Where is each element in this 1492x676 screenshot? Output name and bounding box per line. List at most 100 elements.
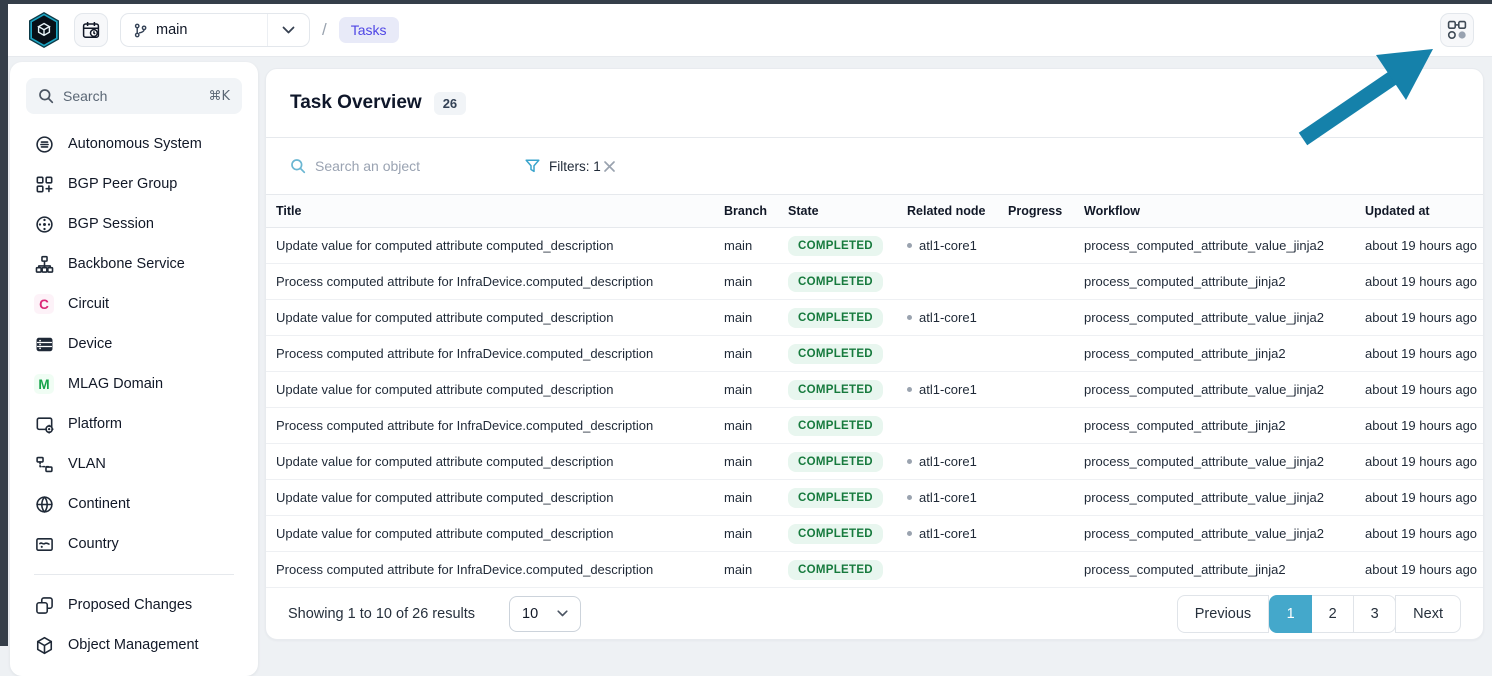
- breadcrumb-tasks[interactable]: Tasks: [338, 17, 399, 43]
- task-branch: main: [724, 382, 753, 397]
- task-overview-panel: Task Overview 26 Search an object Filter…: [265, 68, 1484, 640]
- window-frame-left: [0, 0, 8, 646]
- task-branch: main: [724, 310, 753, 325]
- task-branch: main: [724, 418, 753, 433]
- table-row[interactable]: Update value for computed attribute comp…: [266, 300, 1483, 336]
- sidebar: Search ⌘K Autonomous System BGP Peer Gro…: [10, 62, 258, 676]
- node-dot: [907, 315, 912, 320]
- object-search-input[interactable]: Search an object: [290, 158, 540, 174]
- sidebar-item-autonomous-system[interactable]: Autonomous System: [10, 124, 258, 164]
- task-updated-at: about 19 hours ago: [1365, 274, 1478, 289]
- task-progress: [998, 372, 1074, 408]
- page-button-1[interactable]: 1: [1269, 594, 1313, 633]
- node-dot: [907, 495, 912, 500]
- column-header-related-node: Related node: [907, 204, 986, 218]
- results-summary: Showing 1 to 10 of 26 results: [288, 605, 476, 622]
- table-row[interactable]: Update value for computed attribute comp…: [266, 480, 1483, 516]
- infrahub-logo[interactable]: [26, 10, 62, 50]
- panel-toolbar: Search an object Filters: 1: [266, 138, 1483, 194]
- node-dot: [907, 459, 912, 464]
- task-title: Update value for computed attribute comp…: [276, 238, 614, 253]
- related-node: [897, 552, 998, 588]
- task-progress: [998, 300, 1074, 336]
- column-header-workflow: Workflow: [1084, 204, 1141, 218]
- next-page-button[interactable]: Next: [1395, 594, 1461, 633]
- mlag-domain-letter-icon: M: [34, 374, 54, 394]
- task-updated-at: about 19 hours ago: [1365, 382, 1478, 397]
- sidebar-search[interactable]: Search ⌘K: [26, 78, 242, 114]
- related-node: atl1-core1: [897, 516, 998, 552]
- task-progress: [998, 264, 1074, 300]
- table-row[interactable]: Process computed attribute for InfraDevi…: [266, 552, 1483, 588]
- table-row[interactable]: Update value for computed attribute comp…: [266, 516, 1483, 552]
- table-row[interactable]: Process computed attribute for InfraDevi…: [266, 336, 1483, 372]
- task-title: Update value for computed attribute comp…: [276, 490, 614, 505]
- task-progress: [998, 336, 1074, 372]
- page-button-3[interactable]: 3: [1353, 594, 1397, 633]
- task-workflow: process_computed_attribute_value_jinja2: [1084, 310, 1324, 325]
- sidebar-item-bgp-session[interactable]: BGP Session: [10, 204, 258, 244]
- schema-icon-button[interactable]: [1440, 13, 1474, 47]
- status-badge: COMPLETED: [788, 343, 883, 364]
- platform-icon: [34, 415, 54, 434]
- vlan-icon: [34, 455, 54, 474]
- sidebar-item-continent[interactable]: Continent: [10, 484, 258, 524]
- sidebar-divider: [34, 574, 234, 575]
- schema-icon: [1447, 20, 1467, 40]
- table-row[interactable]: Update value for computed attribute comp…: [266, 228, 1483, 264]
- sidebar-item-proposed-changes[interactable]: Proposed Changes: [10, 585, 258, 625]
- sidebar-item-backbone-service[interactable]: Backbone Service: [10, 244, 258, 284]
- task-branch: main: [724, 562, 753, 577]
- status-badge: COMPLETED: [788, 235, 883, 256]
- task-workflow: process_computed_attribute_value_jinja2: [1084, 490, 1324, 505]
- clear-filters-button[interactable]: [603, 160, 616, 173]
- table-row[interactable]: Update value for computed attribute comp…: [266, 444, 1483, 480]
- sidebar-item-platform[interactable]: Platform: [10, 404, 258, 444]
- task-branch: main: [724, 346, 753, 361]
- branch-selector[interactable]: main: [120, 13, 310, 47]
- sidebar-item-country[interactable]: Country: [10, 524, 258, 564]
- bgp-session-icon: [34, 215, 54, 234]
- task-updated-at: about 19 hours ago: [1365, 454, 1478, 469]
- status-badge: COMPLETED: [788, 559, 883, 580]
- table-footer: Showing 1 to 10 of 26 results 10 Previou…: [266, 588, 1483, 639]
- sidebar-item-device[interactable]: Device: [10, 324, 258, 364]
- sidebar-secondary-menu: Proposed Changes Object Management: [10, 585, 258, 665]
- sidebar-item-mlag-domain[interactable]: M MLAG Domain: [10, 364, 258, 404]
- task-updated-at: about 19 hours ago: [1365, 346, 1478, 361]
- window-frame-top: [0, 0, 1492, 4]
- proposed-changes-icon: [34, 596, 54, 615]
- table-row[interactable]: Process computed attribute for InfraDevi…: [266, 264, 1483, 300]
- bgp-peer-group-icon: [34, 175, 54, 194]
- task-progress: [998, 228, 1074, 264]
- branch-selector-toggle[interactable]: [267, 14, 309, 46]
- sidebar-item-vlan[interactable]: VLAN: [10, 444, 258, 484]
- sidebar-menu: Autonomous System BGP Peer Group BGP Ses…: [10, 124, 258, 564]
- search-icon: [38, 88, 54, 104]
- task-progress: [998, 444, 1074, 480]
- related-node: atl1-core1: [897, 372, 998, 408]
- page-size-select[interactable]: 10: [509, 595, 582, 632]
- branch-selector-value: main: [156, 22, 188, 38]
- table-row[interactable]: Update value for computed attribute comp…: [266, 372, 1483, 408]
- tasks-table: Title Branch State Related node Progress Work…: [266, 194, 1483, 588]
- task-progress: [998, 480, 1074, 516]
- sidebar-item-bgp-peer-group[interactable]: BGP Peer Group: [10, 164, 258, 204]
- filters-button[interactable]: Filters: 1: [525, 159, 601, 174]
- task-title: Update value for computed attribute comp…: [276, 382, 614, 397]
- task-workflow: process_computed_attribute_value_jinja2: [1084, 238, 1324, 253]
- page-button-2[interactable]: 2: [1311, 594, 1355, 633]
- related-node: atl1-core1: [897, 480, 998, 516]
- sidebar-item-object-management[interactable]: Object Management: [10, 625, 258, 665]
- task-workflow: process_computed_attribute_jinja2: [1084, 274, 1286, 289]
- table-row[interactable]: Process computed attribute for InfraDevi…: [266, 408, 1483, 444]
- sidebar-search-shortcut: ⌘K: [208, 88, 230, 104]
- date-picker-button[interactable]: [74, 13, 108, 47]
- task-branch: main: [724, 526, 753, 541]
- task-updated-at: about 19 hours ago: [1365, 238, 1478, 253]
- previous-page-button[interactable]: Previous: [1176, 594, 1270, 633]
- sidebar-item-circuit[interactable]: C Circuit: [10, 284, 258, 324]
- task-title: Process computed attribute for InfraDevi…: [276, 418, 654, 433]
- related-node: atl1-core1: [897, 300, 998, 336]
